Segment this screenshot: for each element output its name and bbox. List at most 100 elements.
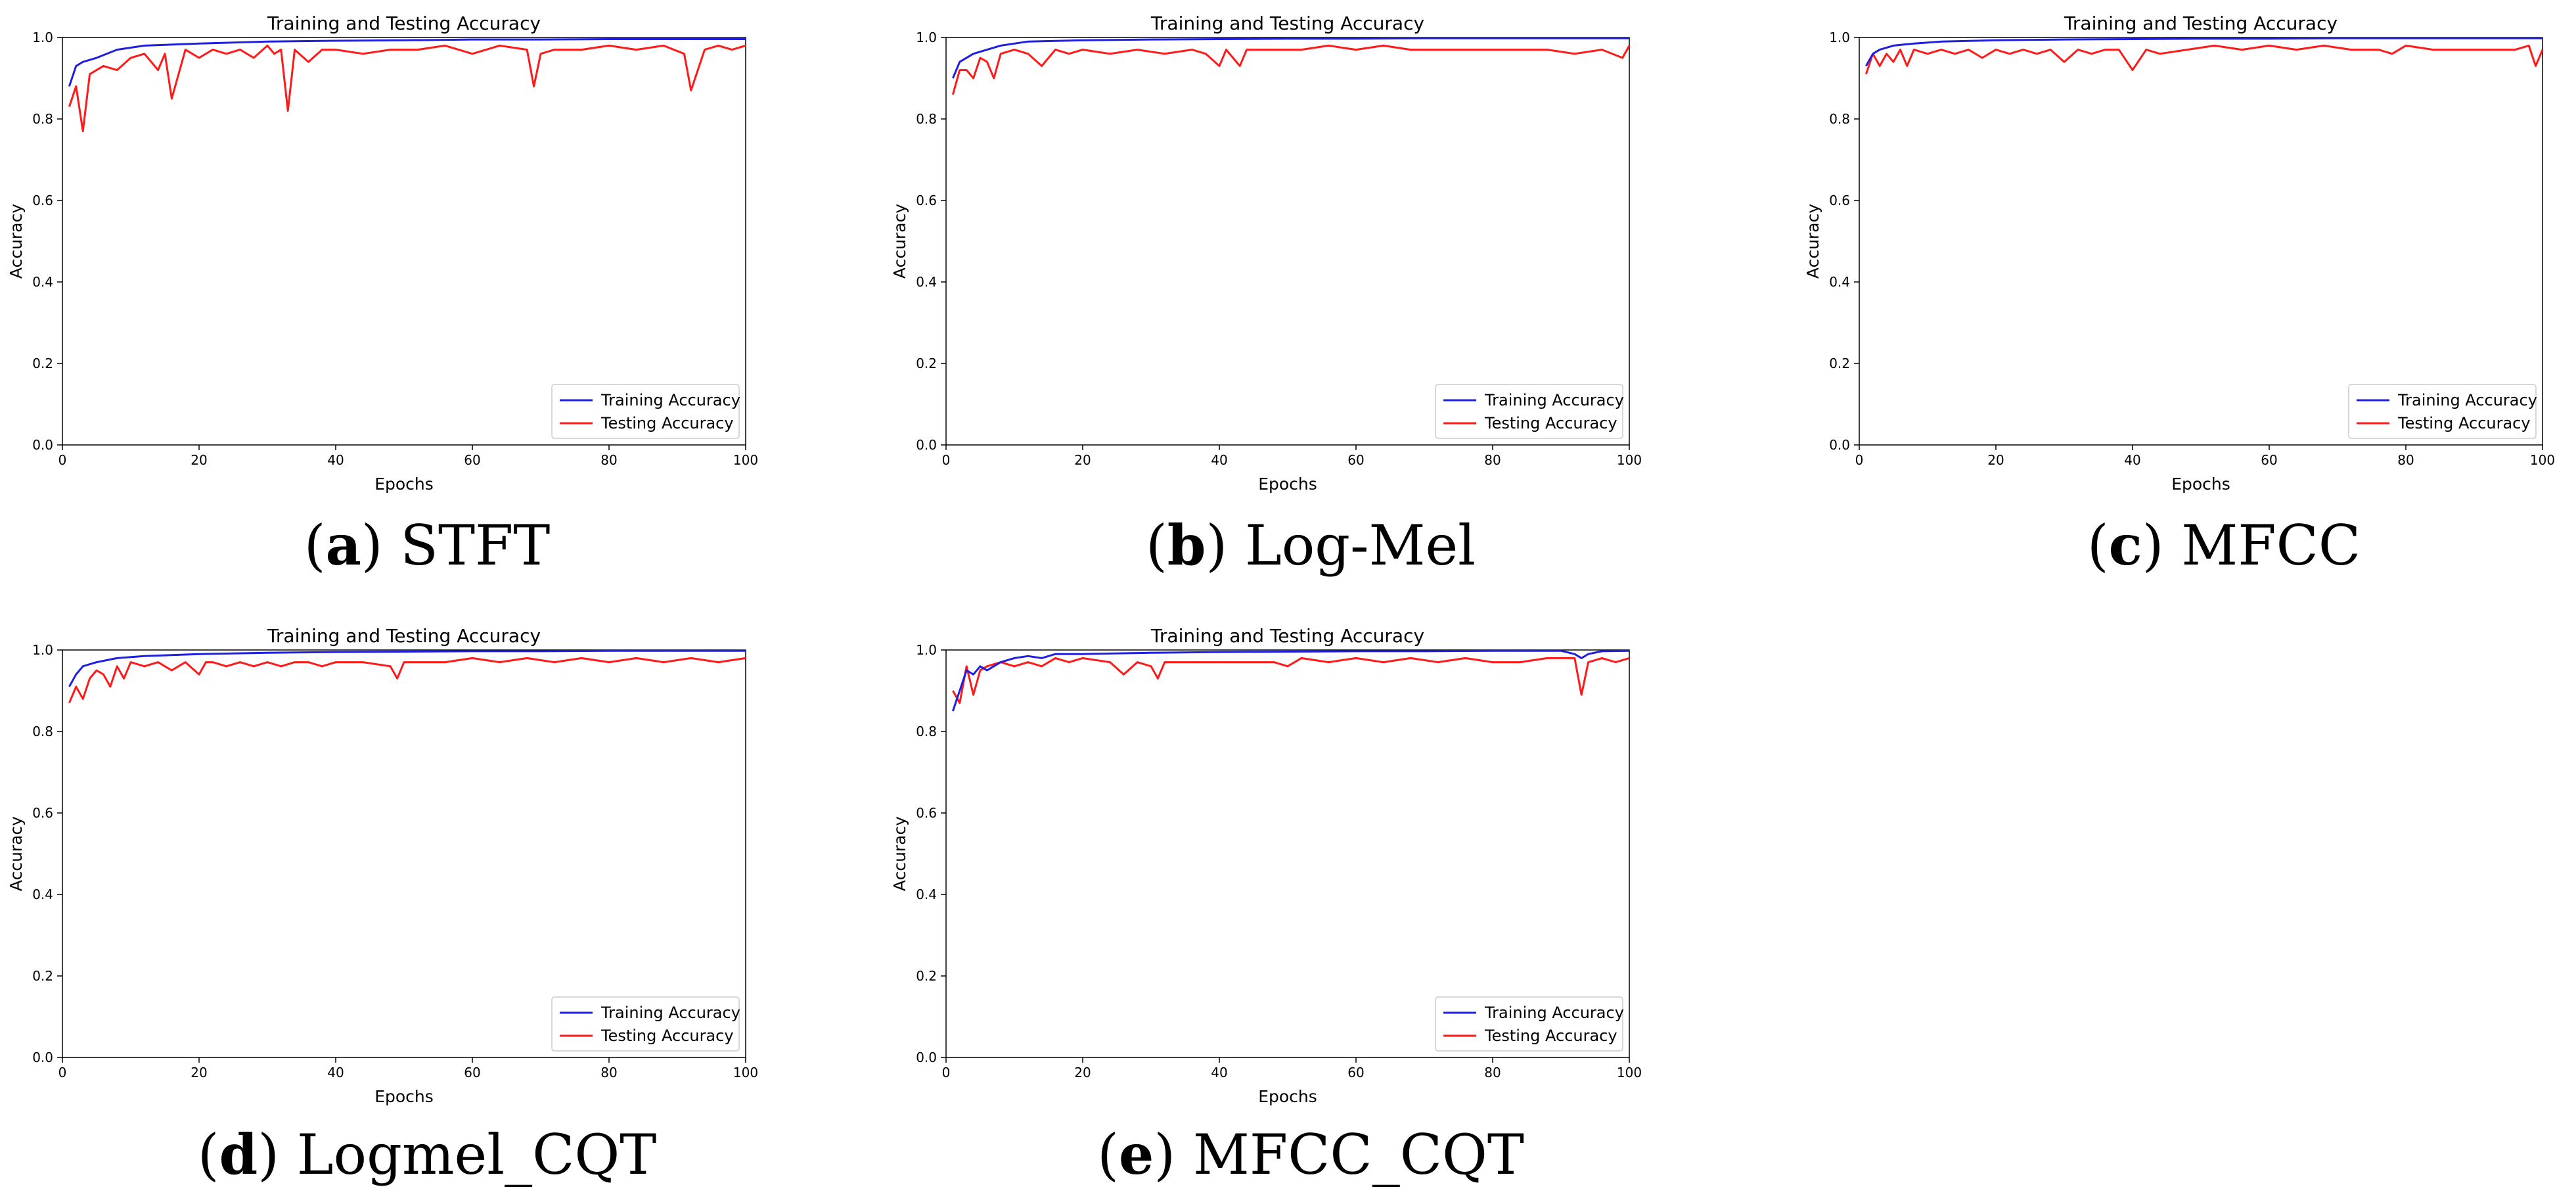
x-tick-label: 100 xyxy=(733,452,758,468)
caption-b: (b) Log-Mel xyxy=(1145,513,1476,578)
legend-label: Testing Accuracy xyxy=(600,1027,734,1045)
training-accuracy-line xyxy=(68,38,746,87)
y-tick-label: 0.4 xyxy=(32,887,53,902)
chart-title: Training and Testing Accuracy xyxy=(1150,12,1424,34)
legend-label: Training Accuracy xyxy=(2397,391,2537,409)
x-axis-label: Epochs xyxy=(1258,1087,1317,1106)
x-axis-label: Epochs xyxy=(1258,475,1317,494)
y-tick-label: 0.0 xyxy=(32,1050,53,1065)
x-tick-label: 80 xyxy=(600,452,617,468)
y-axis-label: Accuracy xyxy=(7,204,26,279)
caption-d: (d) Logmel_CQT xyxy=(197,1122,657,1187)
legend-box xyxy=(2348,384,2537,439)
y-tick-label: 0.4 xyxy=(916,274,937,290)
legend-label: Training Accuracy xyxy=(1484,1004,1624,1022)
y-axis-label: Accuracy xyxy=(7,816,26,891)
x-tick-label: 80 xyxy=(1484,1065,1501,1080)
x-tick-label: 100 xyxy=(1617,1065,1642,1080)
y-tick-label: 1.0 xyxy=(32,30,53,45)
plot-frame xyxy=(62,649,746,1058)
x-tick-label: 0 xyxy=(1855,452,1864,468)
chart-title: Training and Testing Accuracy xyxy=(1150,625,1424,647)
plot-frame xyxy=(945,649,1630,1058)
chart-title: Training and Testing Accuracy xyxy=(267,625,541,647)
y-tick-label: 0.8 xyxy=(916,111,937,127)
y-axis-label: Accuracy xyxy=(890,204,909,279)
y-axis-label: Accuracy xyxy=(1803,204,1822,279)
caption-letter: c xyxy=(2108,513,2142,578)
legend-label: Training Accuracy xyxy=(600,391,740,409)
x-tick-label: 80 xyxy=(1484,452,1501,468)
x-tick-label: 40 xyxy=(1211,452,1227,468)
caption-text: STFT xyxy=(400,513,551,578)
legend-label: Testing Accuracy xyxy=(2397,414,2531,432)
y-tick-label: 0.4 xyxy=(916,887,937,902)
legend-label: Testing Accuracy xyxy=(1484,1027,1617,1045)
training-accuracy-line xyxy=(1865,37,2542,67)
panel-c: Training and Testing Accuracy 0 20 40 60 80 10… xyxy=(1797,0,2576,591)
y-tick-label: 0.0 xyxy=(916,1050,937,1065)
x-tick-label: 40 xyxy=(1211,1065,1227,1080)
y-tick-label: 1.0 xyxy=(916,30,937,45)
y-tick-label: 0.4 xyxy=(32,274,53,290)
training-accuracy-line xyxy=(952,37,1629,79)
y-tick-label: 1.0 xyxy=(1829,30,1850,45)
x-axis-label: Epochs xyxy=(2171,475,2230,494)
training-accuracy-line xyxy=(951,649,1630,712)
x-tick-label: 20 xyxy=(1074,452,1091,468)
x-tick-label: 100 xyxy=(2530,452,2555,468)
testing-accuracy-line xyxy=(951,44,1631,95)
y-tick-label: 0.6 xyxy=(32,193,53,208)
legend-box xyxy=(1435,384,1623,439)
legend-label: Training Accuracy xyxy=(1484,391,1624,409)
legend-box xyxy=(1435,996,1623,1052)
chart-c: Training and Testing Accuracy 0 20 40 60 80 10… xyxy=(1803,12,2555,494)
testing-accuracy-line xyxy=(68,657,746,704)
caption-text: Logmel_CQT xyxy=(296,1123,657,1187)
training-accuracy-line xyxy=(68,649,746,687)
y-tick-label: 0.8 xyxy=(916,724,937,739)
plot-frame xyxy=(62,37,746,446)
plot-frame xyxy=(945,37,1630,446)
x-tick-label: 20 xyxy=(1987,452,2004,468)
x-tick-label: 60 xyxy=(1347,1065,1364,1080)
y-tick-label: 0.0 xyxy=(32,437,53,453)
y-tick-label: 1.0 xyxy=(32,642,53,658)
x-tick-label: 60 xyxy=(464,1065,480,1080)
legend-label: Training Accuracy xyxy=(600,1004,740,1022)
chart-b: Training and Testing Accuracy 0 20 40 60 80 10… xyxy=(890,12,1642,494)
panel-d: Training and Testing Accuracy 0 20 40 60 80 10… xyxy=(0,613,854,1204)
y-tick-label: 0.8 xyxy=(1829,111,1850,127)
y-tick-label: 0.2 xyxy=(916,968,937,984)
x-tick-label: 100 xyxy=(733,1065,758,1080)
caption-text: Log-Mel xyxy=(1244,513,1476,578)
x-tick-label: 20 xyxy=(191,452,207,468)
y-tick-label: 0.2 xyxy=(32,356,53,371)
caption-a: (a) STFT xyxy=(304,513,551,578)
caption-letter: d xyxy=(219,1122,258,1187)
x-tick-label: 0 xyxy=(58,452,67,468)
x-tick-label: 40 xyxy=(2124,452,2140,468)
x-tick-label: 100 xyxy=(1617,452,1642,468)
caption-text: MFCC xyxy=(2181,513,2361,578)
y-axis-label: Accuracy xyxy=(890,816,909,891)
testing-accuracy-line xyxy=(952,657,1630,705)
y-tick-label: 0.0 xyxy=(916,437,937,453)
x-tick-label: 60 xyxy=(2261,452,2277,468)
legend-box xyxy=(551,384,740,439)
caption-c: (c) MFCC xyxy=(2087,513,2361,578)
x-tick-label: 0 xyxy=(942,452,951,468)
y-tick-label: 0.8 xyxy=(32,111,53,127)
y-tick-label: 0.2 xyxy=(32,968,53,984)
caption-letter: b xyxy=(1167,513,1206,578)
legend-label: Testing Accuracy xyxy=(1484,414,1617,432)
x-axis-label: Epochs xyxy=(374,475,434,494)
x-tick-label: 20 xyxy=(191,1065,207,1080)
chart-title: Training and Testing Accuracy xyxy=(267,12,541,34)
y-tick-label: 0.0 xyxy=(1829,437,1850,453)
x-tick-label: 60 xyxy=(1347,452,1364,468)
caption-e: (e) MFCC_CQT xyxy=(1097,1122,1524,1187)
testing-accuracy-line xyxy=(1864,44,2544,75)
legend-box xyxy=(551,996,740,1052)
caption-text: MFCC_CQT xyxy=(1192,1123,1524,1187)
